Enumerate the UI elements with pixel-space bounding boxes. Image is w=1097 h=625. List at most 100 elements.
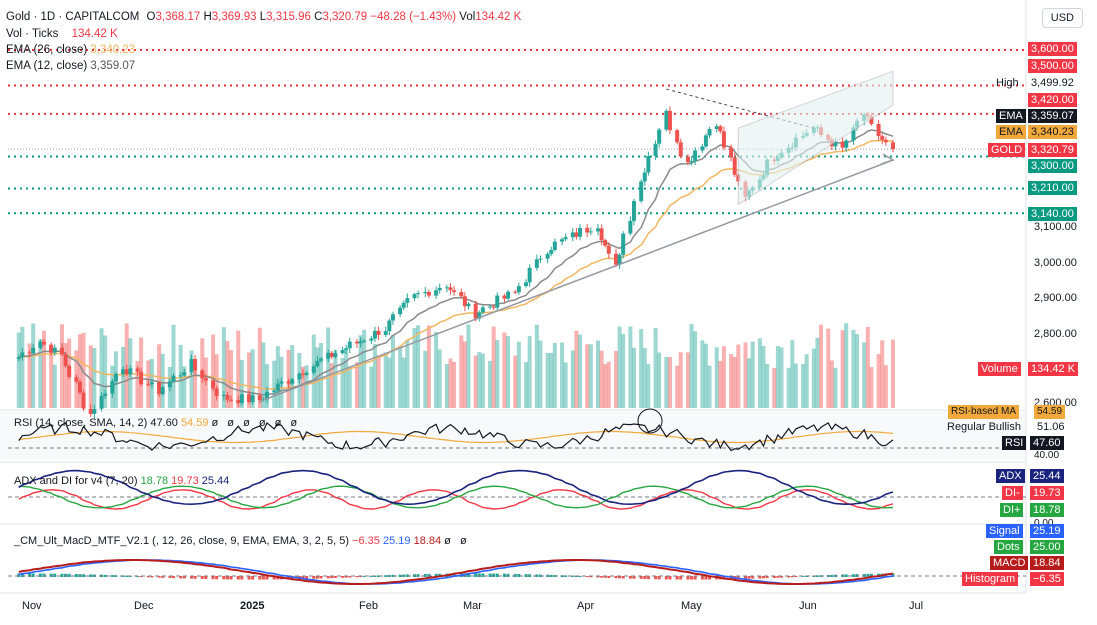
candle-body xyxy=(574,232,579,237)
candle-body xyxy=(646,155,651,173)
volume-bar xyxy=(570,350,575,408)
volume-bar xyxy=(603,364,608,408)
candle-body xyxy=(448,287,453,291)
candle-body xyxy=(491,306,496,308)
volume-bar xyxy=(423,350,428,408)
volume-bar xyxy=(876,354,881,408)
macd-histogram-bar xyxy=(488,573,492,577)
currency-button[interactable]: USD xyxy=(1041,8,1083,28)
volume-bar xyxy=(329,363,334,408)
volume-bar xyxy=(416,325,421,408)
dim-tag-label: DI- xyxy=(1002,486,1023,500)
volume-bar xyxy=(588,344,593,408)
macd-histogram-bar xyxy=(495,573,499,577)
macd-histogram-bar xyxy=(801,575,805,577)
ema12-legend[interactable]: EMA (12, close) 3,359.07 xyxy=(6,59,135,73)
candle-body xyxy=(667,110,672,131)
macd-histogram-bar xyxy=(265,576,269,580)
candle-body xyxy=(236,400,241,404)
candle-body xyxy=(326,352,331,359)
candle-body xyxy=(49,344,54,353)
symbol-title[interactable]: Gold · 1D · CAPITALCOM xyxy=(6,11,140,23)
candle-body xyxy=(588,231,593,233)
volume-legend[interactable]: Vol · Ticks 134.42 K xyxy=(6,27,118,41)
macd-histogram-bar xyxy=(236,576,240,580)
volume-bar xyxy=(452,361,457,408)
volume-bar xyxy=(639,329,644,408)
candle-body xyxy=(229,399,234,401)
signal-tag-label: Signal xyxy=(986,524,1023,538)
ema12-tag-label: EMA xyxy=(996,109,1026,123)
vol-value: 134.42 K xyxy=(475,11,522,23)
candle-body xyxy=(578,227,583,237)
candle-body xyxy=(167,381,172,388)
volume-bar xyxy=(448,358,453,408)
candle-body xyxy=(416,293,421,295)
adx-legend[interactable]: ADX and DI for v4 (7, 20) 18.78 19.73 25… xyxy=(14,475,229,487)
volume-bar xyxy=(844,323,849,408)
bullish-tag-value: 51.06 xyxy=(1037,421,1065,433)
macd-histogram-bar xyxy=(607,576,611,578)
volume-bar xyxy=(257,327,262,408)
candle-body xyxy=(124,369,129,375)
volume-bar xyxy=(819,324,824,408)
macd-histogram-bar xyxy=(679,576,683,580)
candle-body xyxy=(434,290,439,296)
ema26-tag-label: EMA xyxy=(996,125,1026,139)
volume-bar xyxy=(229,350,234,408)
macd-histogram-bar xyxy=(668,576,672,580)
volume-bar xyxy=(578,334,583,408)
candle-body xyxy=(657,129,662,144)
volume-bar xyxy=(225,341,230,408)
volume-bar xyxy=(855,334,860,408)
volume-bar xyxy=(775,346,780,408)
volume-bar xyxy=(840,330,845,408)
volume-bar xyxy=(883,365,888,408)
volume-bar xyxy=(750,341,755,408)
volume-bar xyxy=(826,328,831,408)
volume-bar xyxy=(606,361,611,408)
candle-body xyxy=(211,380,216,389)
time-label-feb: Feb xyxy=(359,600,378,612)
ema26-legend[interactable]: EMA (26, close) 3,340.23 xyxy=(6,43,135,57)
gold-tag-label: GOLD xyxy=(988,143,1026,157)
macd-line xyxy=(18,559,894,585)
macd-histogram-bar xyxy=(751,576,755,579)
candle-body xyxy=(52,347,57,353)
level-tag-3600: 3,600.00 xyxy=(1028,42,1077,56)
rsi-legend[interactable]: RSI (14, close, SMA, 14, 2) 47.60 54.59 … xyxy=(14,417,300,429)
macd-histogram-bar xyxy=(830,574,834,577)
candle-body xyxy=(732,157,737,175)
volume-indicator-label: Vol · Ticks xyxy=(6,28,59,40)
candle-body xyxy=(59,347,64,355)
volume-bar xyxy=(272,360,277,408)
candle-body xyxy=(347,341,352,349)
macd-histogram-bar xyxy=(416,574,420,577)
volume-bar xyxy=(63,343,68,408)
volume-bar xyxy=(689,324,694,408)
macd-legend[interactable]: _CM_Ult_MacD_MTF_V2.1 (, 12, 26, close, … xyxy=(14,535,470,547)
candle-body xyxy=(340,350,345,354)
macd-histogram-bar xyxy=(603,576,607,578)
candle-body xyxy=(452,290,457,293)
bullish-tag-label: Regular Bullish xyxy=(947,421,1021,433)
macd-histogram-bar xyxy=(434,573,438,577)
candle-body xyxy=(401,302,406,308)
candle-body xyxy=(297,373,302,380)
macd-histogram-bar xyxy=(427,573,431,577)
volume-bar xyxy=(171,324,176,408)
support-trendline xyxy=(259,159,894,403)
volume-bar xyxy=(304,365,309,408)
macd-legend-v1: −6.35 xyxy=(352,535,380,547)
candle-body xyxy=(110,381,115,394)
candle-body xyxy=(524,282,529,287)
volume-bar xyxy=(99,328,104,408)
volume-bar xyxy=(41,330,46,408)
candle-body xyxy=(664,110,669,130)
adx-line xyxy=(18,469,894,506)
volume-bar xyxy=(865,326,870,408)
candle-body xyxy=(685,156,690,163)
candle-body xyxy=(876,123,881,137)
macd-histogram-bar xyxy=(704,576,708,580)
open-label: O xyxy=(146,11,156,23)
